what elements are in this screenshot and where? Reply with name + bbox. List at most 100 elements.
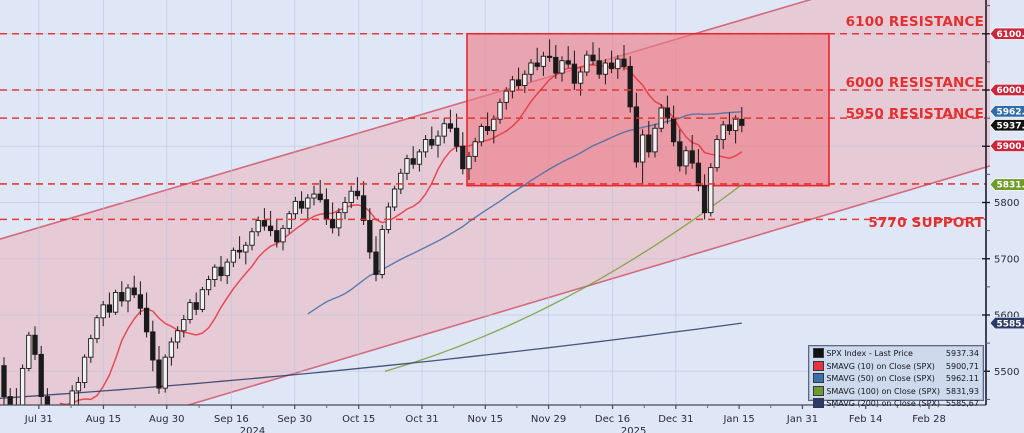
svg-text:5962.11: 5962.11 [997, 108, 1024, 118]
candle-body-up [441, 123, 447, 137]
candle-body-up [466, 155, 472, 170]
legend-swatch-cell [812, 348, 825, 361]
candle-body-down [677, 141, 683, 167]
candle-body-up [478, 126, 485, 143]
candlestick-series [1, 39, 745, 405]
legend-swatch-cell [812, 360, 825, 374]
candle-body-down [354, 190, 361, 197]
candle-body-down [323, 199, 330, 220]
candle-body-up [230, 249, 237, 263]
legend-table: SPX Index - Last Price 5937.34 SMAVG (10) … [812, 348, 980, 411]
candle-body-up [391, 188, 398, 208]
y-tick-label: 5800 [994, 198, 1019, 209]
candle-body-down [1, 365, 7, 398]
annotation-6100: 6100 RESISTANCE [846, 14, 984, 30]
price-tag-6000.00[interactable]: 6000.00 [989, 83, 1024, 96]
candle-body-up [187, 302, 193, 320]
candle-body-down [460, 145, 466, 170]
candle-body-down [119, 292, 125, 302]
legend-color-swatch [813, 348, 824, 358]
x-tick-label: Oct 31 [405, 414, 438, 425]
candle-body-up [683, 150, 689, 167]
candle-body-down [143, 307, 150, 333]
candle-body-down [590, 54, 596, 62]
legend-series-value: 5937.34 [945, 349, 979, 358]
candle-body-up [292, 200, 299, 215]
candle-body-down [218, 266, 224, 277]
candle-body-down [695, 162, 702, 187]
legend-row: SMAVG (50) on Close (SPX) 5962.11 [812, 373, 980, 386]
candle-body-down [621, 58, 627, 67]
candle-body-up [540, 55, 547, 67]
candle-body-up [348, 190, 354, 203]
x-tick-label: Dec 31 [658, 414, 693, 425]
candle-body-down [44, 396, 51, 405]
candle-body-down [267, 225, 274, 232]
chart-legend: SPX Index - Last Price 5937.34 SMAVG (10) … [808, 345, 984, 408]
x-tick-label: Jan 31 [786, 414, 818, 425]
candle-body-up [174, 330, 181, 343]
candle-body-up [732, 118, 739, 131]
candle-body-down [633, 106, 640, 163]
legend-color-swatch [813, 385, 824, 396]
candle-body-down [367, 220, 373, 253]
legend-series-value: 5900,71 [945, 361, 979, 371]
candle-body-up [491, 118, 497, 131]
candle-body-up [255, 220, 261, 233]
candle-body-down [670, 117, 677, 143]
price-tag-6100.00[interactable]: 6100.00 [989, 27, 1024, 40]
legend-series-value: 5962.11 [945, 374, 979, 383]
candle-body-up [497, 101, 503, 120]
candle-body-up [416, 151, 423, 165]
candle-body-up [212, 266, 218, 281]
annotation-lines [0, 32, 986, 221]
candle-body-down [137, 294, 144, 309]
candle-body-up [168, 341, 175, 358]
candle-body-down [627, 65, 633, 108]
candle-body-up [69, 390, 75, 405]
legend-series-value: 5831,93 [945, 386, 979, 396]
candle-body-up [652, 127, 658, 153]
resistance-zone-box[interactable] [466, 32, 830, 187]
x-axis-year-label: 2024 [240, 426, 265, 433]
legend-color-swatch [813, 373, 824, 383]
x-tick-label: Jul 31 [24, 414, 53, 425]
candle-body-down [156, 359, 162, 389]
candle-body-down [553, 56, 559, 74]
candle-body-up [205, 279, 212, 291]
price-tag-5831.93[interactable]: 5831.93 [989, 178, 1024, 191]
price-tag-5585.67[interactable]: 5585.67 [989, 316, 1024, 329]
legend-swatch-cell [812, 398, 825, 411]
candle-body-down [373, 251, 379, 275]
price-tag-5962.11[interactable]: 5962.11 [989, 105, 1024, 118]
candle-body-down [701, 185, 708, 214]
legend-series-name: SPX Index - Last Price [826, 349, 913, 358]
legend-row: SPX Index - Last Price 5937.34 [812, 348, 980, 361]
candle-body-up [243, 244, 249, 253]
candle-body-up [559, 60, 565, 74]
candle-body-up [280, 227, 286, 243]
candle-body-up [181, 319, 187, 332]
price-tag-5900.71[interactable]: 5900.71 [989, 139, 1024, 152]
price-tag-5937.34[interactable]: 5937.34 [989, 119, 1024, 131]
candle-body-down [726, 124, 733, 131]
candle-body-down [739, 118, 745, 126]
candle-body-up [577, 71, 584, 84]
x-tick-label: Feb 14 [849, 414, 883, 425]
channel-lower-trendline [185, 165, 990, 405]
legend-series-name: SMAVG (100) on Close (SPX) [826, 386, 941, 396]
legend-series-name: SMAVG (10) on Close (SPX) [826, 361, 935, 371]
x-tick-label: Nov 29 [531, 414, 566, 425]
candle-body-up [503, 90, 509, 103]
candle-body-up [81, 356, 88, 383]
candle-body-up [708, 167, 714, 214]
candle-body-up [336, 212, 342, 229]
candle-body-down [429, 139, 435, 146]
candle-body-up [379, 229, 385, 275]
candle-body-up [602, 62, 609, 75]
y-tick-label: 5500 [994, 367, 1019, 378]
candle-body-up [342, 202, 348, 214]
x-axis-labels: Jul 31 Aug 15 Aug 30 Sep 16 Sep 30 Oct 15 Oct … [24, 405, 946, 433]
candle-body-down [298, 200, 305, 209]
